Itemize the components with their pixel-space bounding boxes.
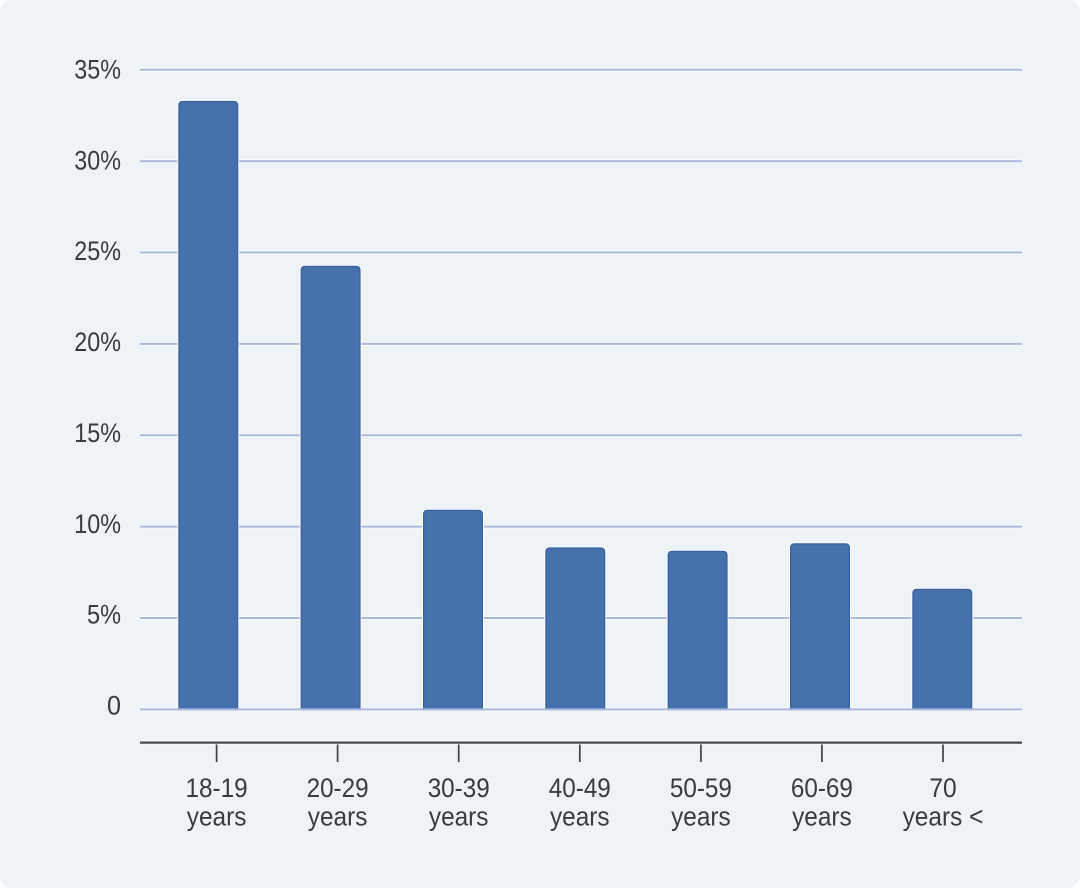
svg-text:40-49: 40-49 <box>549 773 611 803</box>
svg-text:18-19: 18-19 <box>186 773 248 803</box>
svg-text:0: 0 <box>107 690 121 720</box>
svg-text:20%: 20% <box>74 327 121 357</box>
svg-text:5%: 5% <box>87 600 121 630</box>
svg-text:50-59: 50-59 <box>670 773 732 803</box>
svg-text:years <: years < <box>903 802 984 832</box>
svg-text:60-69: 60-69 <box>791 773 853 803</box>
svg-text:70: 70 <box>929 773 956 803</box>
svg-text:15%: 15% <box>74 418 121 448</box>
svg-text:years: years <box>187 802 247 832</box>
svg-text:25%: 25% <box>74 236 121 266</box>
svg-text:30%: 30% <box>74 145 121 175</box>
svg-text:years: years <box>429 802 489 832</box>
svg-text:years: years <box>550 802 610 832</box>
svg-text:20-29: 20-29 <box>307 773 369 803</box>
svg-text:years: years <box>792 802 852 832</box>
svg-text:30-39: 30-39 <box>428 773 490 803</box>
svg-text:35%: 35% <box>74 55 121 85</box>
svg-text:years: years <box>308 802 368 832</box>
svg-text:10%: 10% <box>74 509 121 539</box>
svg-text:years: years <box>671 802 731 832</box>
